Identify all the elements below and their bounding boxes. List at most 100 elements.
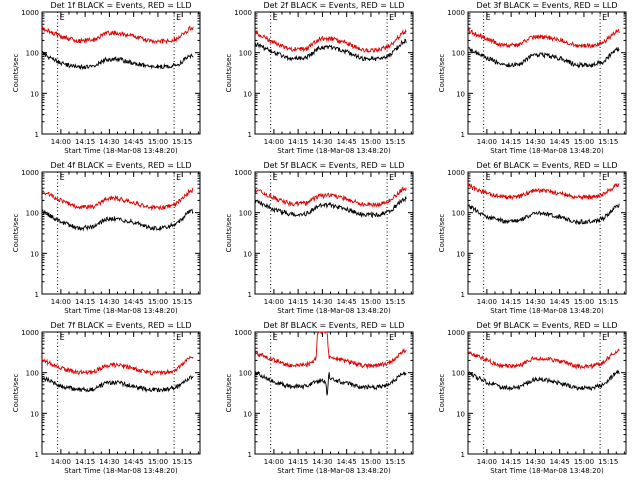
event-marker-label: E <box>486 173 491 182</box>
y-tick-label: 1 <box>461 451 465 459</box>
x-tick-label: 14:45 <box>124 458 144 466</box>
x-tick-label: 15:00 <box>148 458 168 466</box>
x-tick-label: 14:30 <box>312 138 332 146</box>
panel-det-4: Det 4f BLACK = Events, RED = LLD 1 10 100 10… <box>12 161 201 315</box>
x-tick-label: 14:45 <box>550 298 570 306</box>
x-tick-label: 14:00 <box>51 458 71 466</box>
panel-title: Det 1f BLACK = Events, RED = LLD <box>50 1 191 10</box>
lld-series-line <box>467 28 620 49</box>
y-tick-label: 10 <box>30 90 39 98</box>
y-axis-label: Counts/sec <box>12 54 20 93</box>
plot-frame <box>254 11 414 135</box>
y-tick-label: 10 <box>30 250 39 258</box>
event-marker-label: E <box>60 173 65 182</box>
x-tick-label: 15:15 <box>598 458 618 466</box>
x-axis-label: Start Time (18-Mar-08 13:48:20) <box>490 147 604 155</box>
panel-det-9: Det 9f BLACK = Events, RED = LLD 1 10 100 10… <box>438 321 627 475</box>
x-tick-label: 14:00 <box>264 138 284 146</box>
y-tick-label: 1000 <box>447 329 465 337</box>
lld-series-line <box>254 331 407 370</box>
event-marker-label: E <box>60 333 65 342</box>
events-series-line <box>41 50 194 71</box>
x-axis-label: Start Time (18-Mar-08 13:48:20) <box>277 467 391 475</box>
x-axis-label: Start Time (18-Mar-08 13:48:20) <box>490 307 604 315</box>
y-tick-label: 100 <box>239 370 252 378</box>
event-marker-label: E <box>389 13 394 22</box>
events-series-line <box>41 208 194 232</box>
x-tick-label: 14:45 <box>337 458 357 466</box>
plot-frame <box>41 171 201 295</box>
x-tick-label: 14:15 <box>501 298 521 306</box>
x-tick-label: 15:15 <box>598 298 618 306</box>
panel-det-8: Det 8f BLACK = Events, RED = LLD 1 10 100 10… <box>225 321 414 475</box>
x-tick-label: 14:00 <box>477 458 497 466</box>
y-tick-label: 10 <box>243 250 252 258</box>
x-tick-label: 14:30 <box>99 458 119 466</box>
events-series-line <box>467 203 620 226</box>
event-marker-label: E <box>176 13 181 22</box>
x-tick-label: 15:00 <box>574 458 594 466</box>
x-tick-label: 14:45 <box>550 458 570 466</box>
event-marker-label: E <box>486 13 491 22</box>
events-series-line <box>254 38 407 62</box>
panel-det-1: Det 1f BLACK = Events, RED = LLD 1 10 100 10… <box>12 1 201 155</box>
y-tick-label: 10 <box>243 410 252 418</box>
y-axis-label: Counts/sec <box>225 214 233 253</box>
plot-frame <box>467 171 627 295</box>
event-marker-label: E <box>273 173 278 182</box>
y-tick-label: 1000 <box>234 329 252 337</box>
y-tick-label: 1 <box>461 131 465 139</box>
y-tick-label: 100 <box>26 370 39 378</box>
event-marker-label: E <box>602 333 607 342</box>
events-series-line <box>254 370 407 396</box>
x-axis-label: Start Time (18-Mar-08 13:48:20) <box>64 467 178 475</box>
x-tick-label: 14:30 <box>99 298 119 306</box>
x-tick-label: 14:45 <box>550 138 570 146</box>
panel-title: Det 8f BLACK = Events, RED = LLD <box>263 321 404 330</box>
panel-det-3: Det 3f BLACK = Events, RED = LLD 1 10 100 10… <box>438 1 627 155</box>
x-tick-label: 14:15 <box>288 458 308 466</box>
events-series-line <box>254 196 407 219</box>
plot-frame <box>467 331 627 455</box>
x-tick-label: 15:15 <box>172 298 192 306</box>
event-marker-label: E <box>273 13 278 22</box>
y-tick-label: 10 <box>456 90 465 98</box>
lld-series-line <box>254 28 407 54</box>
x-tick-label: 15:15 <box>385 298 405 306</box>
y-tick-label: 1000 <box>21 329 39 337</box>
plot-frame <box>41 11 201 135</box>
y-tick-label: 1000 <box>234 9 252 17</box>
x-tick-label: 15:00 <box>148 298 168 306</box>
x-tick-label: 14:45 <box>124 138 144 146</box>
x-tick-label: 15:00 <box>361 458 381 466</box>
y-tick-label: 10 <box>456 410 465 418</box>
y-tick-label: 10 <box>243 90 252 98</box>
x-tick-label: 14:00 <box>51 138 71 146</box>
events-series-line <box>467 369 620 392</box>
x-tick-label: 15:15 <box>172 138 192 146</box>
y-tick-label: 100 <box>26 210 39 218</box>
event-marker-label: E <box>389 333 394 342</box>
lld-series-line <box>41 355 194 376</box>
panel-title: Det 4f BLACK = Events, RED = LLD <box>50 161 191 170</box>
x-tick-label: 15:00 <box>361 298 381 306</box>
x-tick-label: 14:30 <box>525 138 545 146</box>
x-tick-label: 15:00 <box>361 138 381 146</box>
panel-title: Det 3f BLACK = Events, RED = LLD <box>476 1 617 10</box>
y-tick-label: 1000 <box>21 9 39 17</box>
plot-frame <box>254 331 414 455</box>
y-tick-label: 100 <box>452 370 465 378</box>
x-axis-label: Start Time (18-Mar-08 13:48:20) <box>490 467 604 475</box>
event-marker-label: E <box>389 173 394 182</box>
y-tick-label: 1 <box>35 291 39 299</box>
y-axis-label: Counts/sec <box>438 54 446 93</box>
plot-frame <box>467 11 627 135</box>
x-tick-label: 14:15 <box>75 138 95 146</box>
y-tick-label: 1000 <box>447 9 465 17</box>
event-marker-label: E <box>176 173 181 182</box>
panel-title: Det 2f BLACK = Events, RED = LLD <box>263 1 404 10</box>
x-tick-label: 14:45 <box>337 138 357 146</box>
x-tick-label: 15:15 <box>385 138 405 146</box>
plot-frame <box>254 171 414 295</box>
